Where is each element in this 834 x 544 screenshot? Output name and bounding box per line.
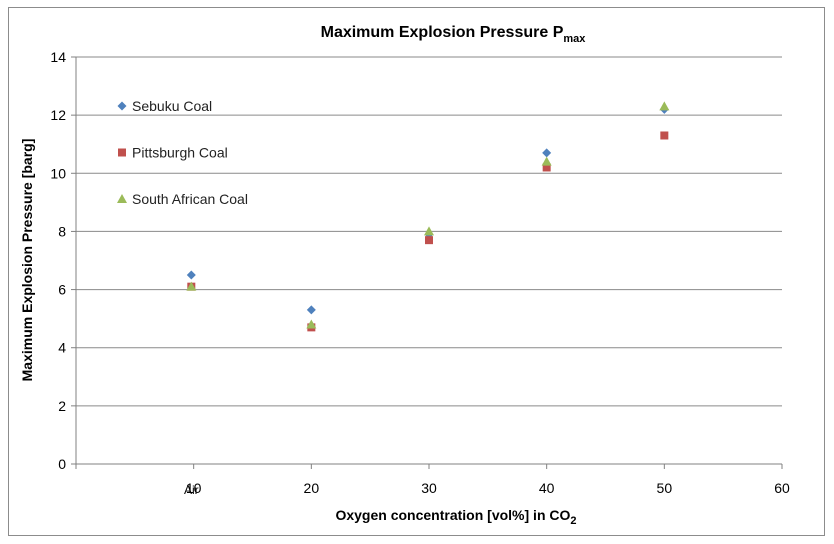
gridlines [76, 56, 782, 407]
legend: Sebuku Coal Pittsburgh Coal South African … [117, 98, 248, 207]
point-square [425, 236, 433, 245]
y-tick-label: 0 [58, 456, 66, 472]
y-tick-label: 4 [58, 340, 66, 356]
legend-marker-diamond [117, 101, 127, 111]
point-triangle [186, 281, 197, 291]
chart-frame [8, 7, 825, 536]
point-square [542, 163, 551, 172]
axes [71, 56, 783, 469]
point-triangle [424, 226, 434, 236]
legend-marker-square [118, 148, 126, 157]
x-tick-label: 30 [421, 480, 437, 496]
point-triangle [306, 319, 317, 329]
x-axis-label-main: Oxygen concentration [vol%] in CO [335, 507, 570, 523]
point-square [660, 131, 669, 140]
x-tick-label: 10 [186, 480, 202, 496]
y-tick-label: 2 [58, 398, 66, 414]
x-tick-label: 40 [539, 480, 555, 496]
y-tick-label: 6 [58, 282, 66, 298]
x-axis-label: Oxygen concentration [vol%] in CO2 [335, 507, 576, 527]
y-tick-labels: 0 2 4 6 8 10 12 14 [50, 49, 66, 472]
y-tick-label: 8 [58, 223, 66, 239]
y-axis-label: Maximum Explosion Pressure [barg] [19, 139, 35, 382]
point-triangle [541, 156, 552, 166]
x-axis-label-subscript: 2 [570, 515, 576, 527]
chart-title-main: Maximum Explosion Pressure P [321, 24, 564, 41]
x-tick-label: 60 [774, 480, 790, 496]
point-diamond [306, 305, 316, 315]
x-tick-label-air: Air [184, 483, 199, 497]
x-tick-labels: 10 20 30 40 50 60 Air [184, 480, 790, 497]
chart-title: Maximum Explosion Pressure Pmax [321, 24, 587, 45]
chart-title-subscript: max [563, 33, 586, 45]
point-diamond [542, 148, 552, 158]
legend-label: Pittsburgh Coal [132, 145, 228, 161]
data-points [186, 101, 670, 332]
point-triangle [659, 101, 670, 111]
y-tick-label: 10 [50, 165, 66, 181]
legend-label: South African Coal [132, 191, 248, 207]
legend-marker-triangle [117, 194, 127, 203]
y-tick-label: 14 [50, 49, 66, 65]
point-diamond [186, 270, 196, 280]
x-tick-label: 20 [304, 480, 320, 496]
y-tick-label: 12 [50, 107, 66, 123]
legend-label: Sebuku Coal [132, 98, 212, 114]
x-tick-label: 50 [657, 480, 673, 496]
